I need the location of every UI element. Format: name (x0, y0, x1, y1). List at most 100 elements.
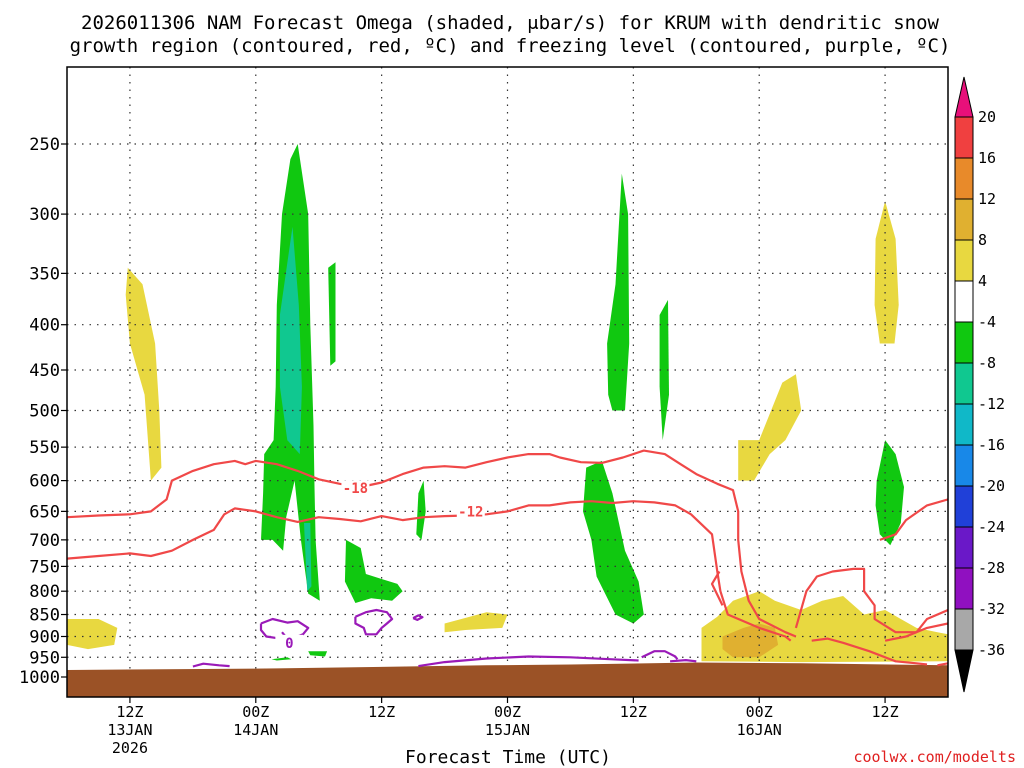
x-tick-label: 12Z (872, 703, 899, 721)
credit-text: coolwx.com/modelts (853, 748, 1016, 766)
y-tick-label: 250 (29, 135, 60, 155)
omega-region (308, 651, 328, 657)
colorbar-label: -16 (978, 436, 1005, 454)
colorbar-bin (954, 485, 974, 528)
dgz-contour (811, 637, 928, 666)
y-tick-label: 950 (29, 648, 60, 668)
gridlines (67, 67, 948, 697)
freezing-label-bg (275, 634, 304, 650)
y-tick-label: 650 (29, 502, 60, 522)
colorbar-bin (954, 321, 974, 364)
omega-region (444, 612, 508, 633)
chart-title-line2: growth region (contoured, red, ºC) and f… (70, 35, 951, 57)
colorbar-label: -12 (978, 395, 1005, 413)
y-axis: 2503003504004505005506006507007508008509… (19, 135, 67, 688)
freezing-contour (670, 658, 697, 663)
colorbar-label: 12 (978, 190, 996, 208)
terrain-layer (67, 662, 948, 697)
colorbar-bin (954, 403, 974, 446)
y-tick-label: 900 (29, 627, 60, 647)
omega-region (722, 623, 779, 658)
y-tick-label: 450 (29, 361, 60, 381)
x-axis-label: Forecast Time (UTC) (405, 747, 611, 768)
y-tick-label: 700 (29, 531, 60, 551)
omega-region (125, 267, 162, 481)
freezing-level-contours: 0 (192, 608, 697, 668)
x-tick-label: 12Z (116, 703, 143, 721)
colorbar-label: -36 (978, 641, 1005, 659)
colorbar-label: 20 (978, 108, 996, 126)
terrain (67, 662, 948, 697)
omega-region (416, 480, 426, 540)
freezing-contour (192, 662, 230, 668)
freezing-contour (641, 650, 679, 660)
colorbar-label: -20 (978, 477, 1005, 495)
omega-region (304, 523, 312, 592)
dgz-contour (710, 570, 724, 606)
y-tick-label: 400 (29, 316, 60, 336)
omega-region (583, 460, 644, 624)
freezing-contour (259, 617, 310, 640)
chart-title-line1: 2026011306 NAM Forecast Omega (shaded, μ… (81, 12, 939, 34)
colorbar-label: 16 (978, 149, 996, 167)
colorbar-label: 4 (978, 272, 987, 290)
dgz-contour (884, 622, 948, 642)
colorbar-bin (954, 362, 974, 405)
y-tick-label: 300 (29, 205, 60, 225)
dgz-label-bg (456, 503, 485, 519)
x-tick-label: 15JAN (485, 721, 530, 739)
colorbar-bin (954, 567, 974, 610)
y-tick-label: 750 (29, 557, 60, 577)
omega-region (874, 201, 899, 344)
colorbar-bin (954, 608, 974, 651)
freezing-label: 0 (285, 636, 293, 652)
omega-region (738, 374, 802, 481)
freezing-contour (412, 614, 424, 622)
colorbar: 20 16 12 8 4 -4 -8 -12 -16 -20 -24 -28 -32 -36 (954, 76, 1005, 693)
y-tick-label: 1000 (19, 668, 60, 688)
omega-region (271, 657, 292, 661)
dgz-contours: -18 -12 (67, 449, 948, 667)
omega-region (344, 539, 403, 603)
x-tick-label: 13JAN (107, 721, 152, 739)
omega-region (279, 226, 302, 455)
y-tick-label: 500 (29, 402, 60, 422)
x-tick-label: 2026 (112, 739, 148, 757)
colorbar-bin (954, 239, 974, 282)
freezing-contour (354, 608, 394, 636)
y-tick-label: 800 (29, 582, 60, 602)
colorbar-label: -24 (978, 518, 1005, 536)
colorbar-top-arrow (954, 76, 974, 118)
x-tick-label: 00Z (494, 703, 521, 721)
y-tick-label: 600 (29, 472, 60, 492)
colorbar-label: -28 (978, 559, 1005, 577)
y-tick-label: 850 (29, 606, 60, 626)
x-tick-label: 12Z (620, 703, 647, 721)
omega-shading-layer (67, 144, 948, 663)
colorbar-bin (954, 526, 974, 569)
omega-region (875, 440, 904, 546)
dgz-label-bg (341, 480, 370, 496)
plot-area: -18 -12 0 (67, 67, 948, 697)
freezing-contour (418, 655, 639, 668)
x-tick-label: 12Z (368, 703, 395, 721)
colorbar-label: -4 (978, 313, 996, 331)
omega-region (659, 299, 669, 441)
colorbar-label: -32 (978, 600, 1005, 618)
y-tick-label: 550 (29, 438, 60, 458)
colorbar-bottom-arrow (954, 649, 974, 693)
colorbar-bin (954, 116, 974, 159)
x-tick-label: 14JAN (233, 721, 278, 739)
colorbar-bin (954, 157, 974, 200)
dgz-contour (794, 567, 948, 634)
colorbar-bin (954, 444, 974, 487)
dgz-contour (67, 500, 792, 642)
dgz-contour (879, 498, 948, 541)
dgz-contour (937, 662, 948, 667)
colorbar-label: -8 (978, 354, 996, 372)
colorbar-label: 8 (978, 231, 987, 249)
dgz-label: -18 (343, 481, 368, 497)
x-tick-label: 16JAN (737, 721, 782, 739)
